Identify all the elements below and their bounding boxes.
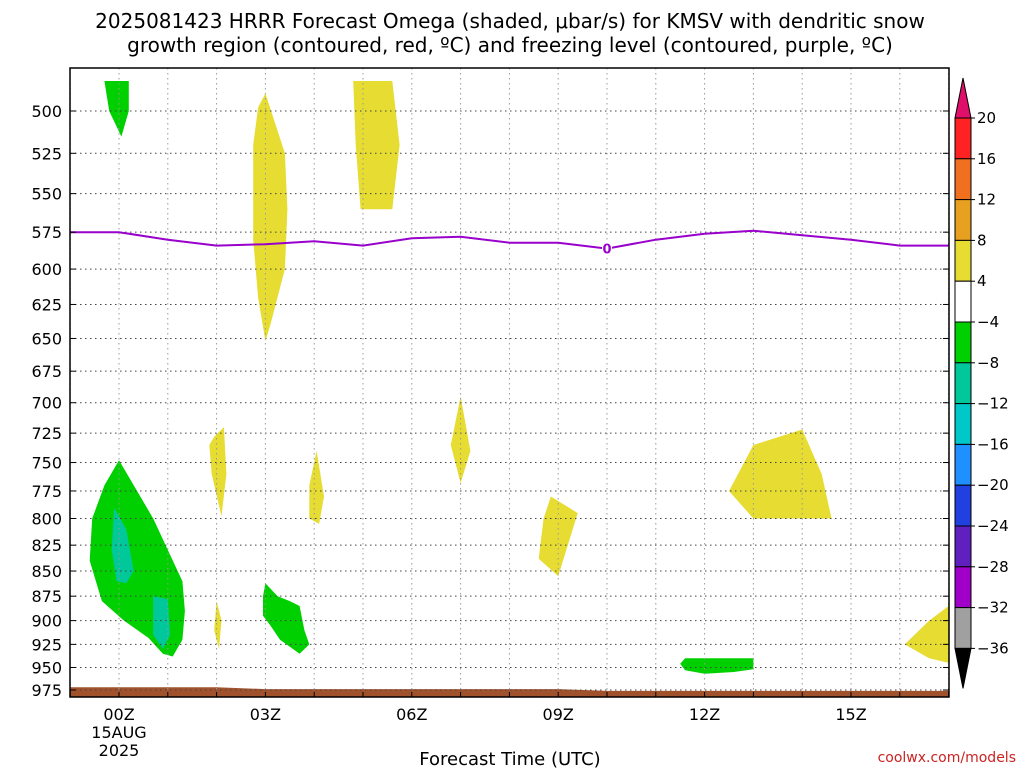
omega-region-11: [263, 583, 310, 654]
y-tick-label: 900: [31, 612, 62, 631]
chart-title-line1: 2025081423 HRRR Forecast Omega (shaded, …: [95, 9, 925, 33]
y-tick-label: 675: [31, 362, 62, 381]
colorbar-swatch: [954, 484, 972, 527]
colorbar-label: −12: [977, 395, 1009, 413]
omega-region-9: [104, 81, 129, 137]
colorbar-swatch: [954, 403, 972, 445]
omega-region-0: [353, 81, 400, 210]
colorbar-label: −36: [977, 639, 1009, 657]
y-tick-label: 850: [31, 562, 62, 581]
y-tick-label: 500: [31, 102, 62, 121]
freezing-level-contour: 0: [70, 229, 949, 258]
y-tick-label: 575: [31, 223, 62, 242]
y-tick-label: 550: [31, 185, 62, 204]
colorbar-swatch: [954, 158, 972, 201]
omega-region-6: [538, 496, 578, 577]
omega-region-3: [309, 450, 324, 524]
y-tick-label: 650: [31, 329, 62, 348]
colorbar-swatch: [954, 607, 972, 649]
colorbar-label: −28: [977, 558, 1009, 576]
y-tick-label: 700: [31, 394, 62, 413]
colorbar: 20 16 12 8 4 −4 −8 −12 −16 −20 −24 −28 −32 −36: [954, 77, 1009, 689]
colorbar-label: 20: [977, 109, 996, 127]
omega-region-5: [214, 601, 222, 649]
colorbar-label: 12: [977, 191, 996, 209]
y-axis-ticks: 500 525 550 575 600 625 650 675 700 725 750 775 800 8…: [31, 102, 949, 700]
x-tick-label: 00Z: [103, 705, 134, 724]
x-tick-label: 12Z: [689, 705, 720, 724]
colorbar-label: −24: [977, 517, 1009, 535]
credit-text: coolwx.com/models: [878, 750, 1016, 766]
y-tick-label: 625: [31, 295, 62, 314]
colorbar-label: 4: [977, 272, 987, 290]
omega-region-2: [209, 427, 227, 517]
x-tick-label: 09Z: [543, 705, 574, 724]
freezing-level-line: [70, 229, 949, 250]
colorbar-label: −20: [977, 476, 1009, 494]
colorbar-swatch: [954, 321, 972, 364]
omega-region-8: [904, 606, 949, 663]
omega-region-12: [680, 658, 754, 674]
y-tick-label: 875: [31, 587, 62, 606]
colorbar-swatch: [954, 362, 972, 405]
colorbar-label: −32: [977, 599, 1009, 617]
colorbar-label: −16: [977, 435, 1009, 453]
colorbar-swatch: [954, 566, 972, 609]
colorbar-swatch: [954, 280, 972, 323]
chart-title-line2: growth region (contoured, red, ºC) and f…: [127, 33, 893, 57]
omega-region-14: [153, 596, 171, 649]
colorbar-label: 8: [977, 231, 987, 249]
colorbar-label: 16: [977, 150, 996, 168]
y-tick-label: 725: [31, 424, 62, 443]
colorbar-label: −8: [977, 354, 999, 372]
omega-region-7: [729, 429, 832, 519]
y-tick-label: 800: [31, 509, 62, 528]
omega-region-1: [253, 93, 288, 342]
x-axis-label: Forecast Time (UTC): [419, 749, 600, 768]
y-tick-label: 775: [31, 482, 62, 501]
y-tick-label: 750: [31, 454, 62, 473]
colorbar-swatch: [954, 117, 972, 160]
x-tick-date: 15AUG: [91, 723, 146, 742]
y-tick-label: 525: [31, 144, 62, 163]
colorbar-bottom-arrow: [954, 647, 972, 689]
x-tick-year: 2025: [99, 741, 140, 760]
y-tick-label: 825: [31, 536, 62, 555]
x-tick-label: 15Z: [835, 705, 866, 724]
x-tick-label: 03Z: [250, 705, 281, 724]
colorbar-swatch: [954, 199, 972, 241]
shaded-omega-regions: [89, 81, 949, 674]
omega-region-10: [89, 460, 185, 657]
omega-region-4: [450, 396, 471, 484]
y-tick-label: 925: [31, 635, 62, 654]
colorbar-swatch: [954, 239, 972, 282]
colorbar-swatch: [954, 525, 972, 568]
omega-region-13: [111, 507, 134, 584]
plot-frame: [69, 67, 950, 698]
y-tick-label: 600: [31, 260, 62, 279]
colorbar-top-arrow: [954, 77, 972, 119]
y-tick-label: 975: [31, 681, 62, 700]
colorbar-swatch: [954, 443, 972, 486]
grid-lines: [69, 68, 950, 697]
freezing-level-label: 0: [602, 243, 611, 258]
x-tick-label: 06Z: [396, 705, 427, 724]
colorbar-label: −4: [977, 313, 999, 331]
y-tick-label: 950: [31, 658, 62, 677]
